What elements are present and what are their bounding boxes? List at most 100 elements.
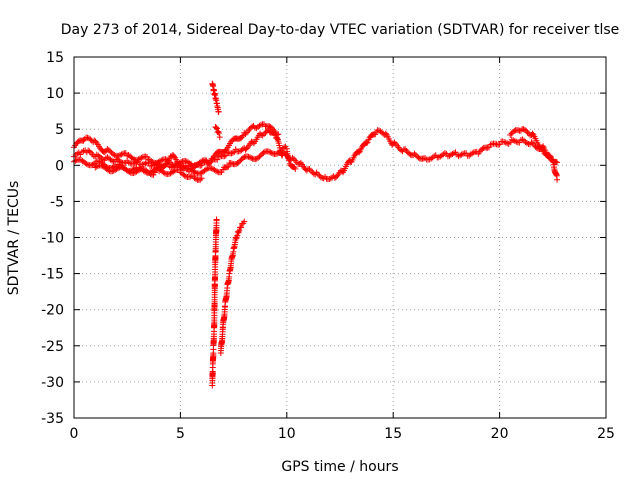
data-point	[84, 134, 91, 141]
data-point	[118, 151, 125, 158]
data-point	[215, 108, 222, 115]
data-point	[166, 170, 173, 177]
data-point	[398, 147, 405, 154]
x-tick-label: 10	[278, 426, 296, 442]
y-tick-label: -15	[41, 267, 64, 283]
data-point	[245, 153, 252, 160]
data-point	[213, 124, 220, 131]
data-point	[268, 124, 275, 131]
series-upper-band	[71, 121, 282, 170]
data-point	[117, 152, 124, 159]
data-point	[229, 149, 236, 156]
data-point	[80, 137, 87, 144]
data-point	[87, 136, 94, 143]
data-point	[101, 149, 108, 156]
data-point	[378, 129, 385, 136]
series-scatter-points	[92, 143, 299, 178]
y-tick-label: -35	[41, 411, 64, 427]
data-point	[216, 134, 223, 141]
data-point	[382, 130, 389, 137]
data-point	[241, 218, 248, 225]
x-tick-label: 25	[597, 426, 615, 442]
data-point	[256, 153, 263, 160]
y-tick-label: 0	[55, 158, 64, 174]
data-point	[234, 232, 241, 239]
y-tick-label: -20	[41, 303, 64, 319]
data-point	[93, 163, 100, 170]
data-point	[554, 176, 561, 183]
data-point	[92, 138, 99, 145]
data-point	[484, 144, 491, 151]
data-point	[415, 154, 422, 161]
data-point	[125, 151, 132, 158]
data-point	[105, 167, 112, 174]
series-drop-left	[209, 216, 220, 389]
x-tick-label: 15	[384, 426, 402, 442]
data-point	[126, 169, 133, 176]
data-point	[215, 128, 222, 135]
data-point	[274, 131, 281, 138]
data-point	[246, 154, 253, 161]
data-point	[158, 157, 165, 164]
y-tick-label: -30	[41, 375, 64, 391]
data-point	[281, 144, 288, 151]
series-tail-scatter	[507, 126, 561, 183]
data-point	[181, 172, 188, 179]
data-point	[198, 175, 205, 182]
data-point	[239, 146, 246, 153]
y-tick-label: -10	[41, 231, 64, 247]
y-axis-label: SDTVAR / TECUs	[6, 181, 22, 296]
data-point	[86, 148, 93, 155]
data-point	[90, 160, 97, 167]
data-point	[171, 167, 178, 174]
data-point	[275, 149, 282, 156]
y-tick-label: 5	[55, 122, 64, 138]
x-tick-label: 5	[176, 426, 185, 442]
data-point	[268, 150, 275, 157]
chart-title: Day 273 of 2014, Sidereal Day-to-day VTE…	[61, 22, 620, 38]
data-points	[71, 80, 561, 389]
data-point	[233, 235, 240, 242]
y-tick-label: -25	[41, 339, 64, 355]
data-point	[212, 167, 219, 174]
data-point	[216, 129, 223, 136]
data-point	[246, 126, 253, 133]
y-tick-label: 15	[46, 50, 64, 66]
data-point	[523, 127, 530, 134]
data-point	[285, 157, 292, 164]
data-point	[275, 131, 282, 138]
data-point	[151, 169, 158, 176]
data-point	[144, 153, 151, 160]
data-point	[147, 170, 154, 177]
data-point	[191, 169, 198, 176]
series-spike-up	[209, 80, 222, 115]
data-point	[237, 157, 244, 164]
data-point	[222, 147, 229, 154]
data-point	[227, 159, 234, 166]
data-point	[212, 124, 219, 131]
y-tick-label: -5	[50, 194, 64, 210]
data-point	[479, 145, 486, 152]
data-point	[138, 154, 145, 161]
plot-frame	[73, 56, 607, 419]
data-point	[197, 176, 204, 183]
data-point	[528, 139, 535, 146]
data-point	[529, 130, 536, 137]
data-point	[377, 128, 384, 135]
data-point	[193, 169, 200, 176]
data-point	[213, 125, 220, 132]
data-point	[292, 165, 299, 172]
data-point	[260, 149, 267, 156]
data-point	[111, 152, 118, 159]
data-point	[234, 228, 241, 235]
data-point	[248, 155, 255, 162]
data-point	[257, 152, 264, 159]
data-point	[149, 159, 156, 166]
data-point	[236, 227, 243, 234]
data-point	[267, 149, 274, 156]
y-tick-label: 10	[46, 86, 64, 102]
data-point	[225, 163, 232, 170]
data-point	[266, 148, 273, 155]
